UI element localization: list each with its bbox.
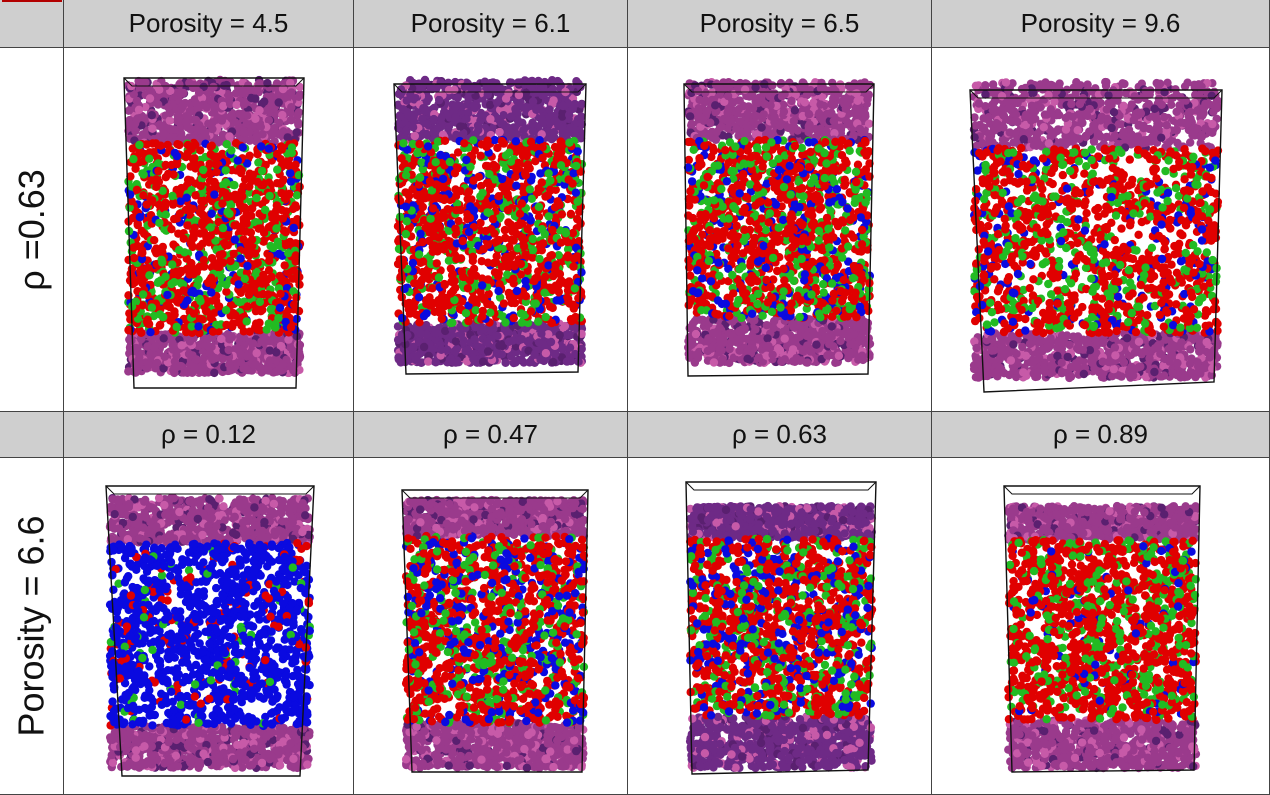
- panel-rho-0-63: [628, 458, 932, 795]
- header-porosity-9-6: Porosity = 9.6: [932, 0, 1270, 48]
- row-label-rho-0-63: ρ =0.63: [0, 48, 64, 412]
- panel-porosity-6-5: [628, 48, 932, 412]
- corner-cell-top: [0, 0, 64, 48]
- panel-porosity-9-6: [932, 48, 1270, 412]
- particle-render-p3: [683, 78, 875, 377]
- header-porosity-4-5: Porosity = 4.5: [64, 0, 354, 48]
- particle-render-p5: [105, 485, 315, 777]
- row-label-text: Porosity = 6.6: [11, 515, 53, 736]
- header-porosity-6-5: Porosity = 6.5: [628, 0, 932, 48]
- particle-render-p2: [393, 75, 587, 375]
- particle-render-p4: [969, 77, 1223, 393]
- particle-render-p7: [685, 481, 877, 775]
- header-porosity-6-1: Porosity = 6.1: [354, 0, 628, 48]
- header-rho-0-47: ρ = 0.47: [354, 412, 628, 458]
- header-rho-0-89: ρ = 0.89: [932, 412, 1270, 458]
- header-rho-0-12: ρ = 0.12: [64, 412, 354, 458]
- panel-porosity-6-1: [354, 48, 628, 412]
- particle-render-p6: [401, 489, 589, 773]
- particle-render-p8: [1003, 485, 1201, 773]
- panel-rho-0-89: [932, 458, 1270, 795]
- header-rho-0-63: ρ = 0.63: [628, 412, 932, 458]
- panel-rho-0-12: [64, 458, 354, 795]
- row-label-porosity-6-6: Porosity = 6.6: [0, 458, 64, 795]
- corner-cell-bottom: [0, 412, 64, 458]
- panel-rho-0-47: [354, 458, 628, 795]
- particle-render-p1: [123, 75, 305, 389]
- panel-porosity-4-5: [64, 48, 354, 412]
- row-label-text: ρ =0.63: [11, 169, 53, 291]
- corner-mark: [2, 0, 62, 2]
